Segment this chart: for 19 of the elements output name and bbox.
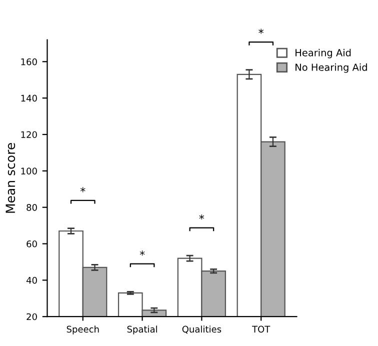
y-tick-label: 160 — [21, 58, 37, 66]
x-tick-label: Spatial — [127, 326, 157, 334]
x-tick-label: Speech — [66, 326, 99, 334]
x-tick-label: TOT — [252, 326, 270, 333]
annotation: * — [199, 214, 204, 220]
y-tick-label: 60 — [26, 240, 37, 248]
y-tick-label: 80 — [26, 204, 37, 211]
y-tick-label: 20 — [26, 313, 37, 320]
x-tick-label: Qualities — [182, 326, 222, 334]
annotation: * — [140, 250, 145, 256]
y-tick-label: 100 — [21, 168, 37, 174]
legend-label: No Hearing Aid — [296, 63, 367, 73]
legend-label: Hearing Aid — [296, 48, 351, 58]
y-tick-label: 120 — [21, 131, 37, 138]
y-axis-title: Mean score — [6, 143, 16, 213]
annotation: * — [80, 187, 86, 192]
text: * — [258, 28, 264, 34]
y-tick-label: 40 — [26, 276, 37, 284]
y-tick-label: 140 — [21, 94, 37, 102]
